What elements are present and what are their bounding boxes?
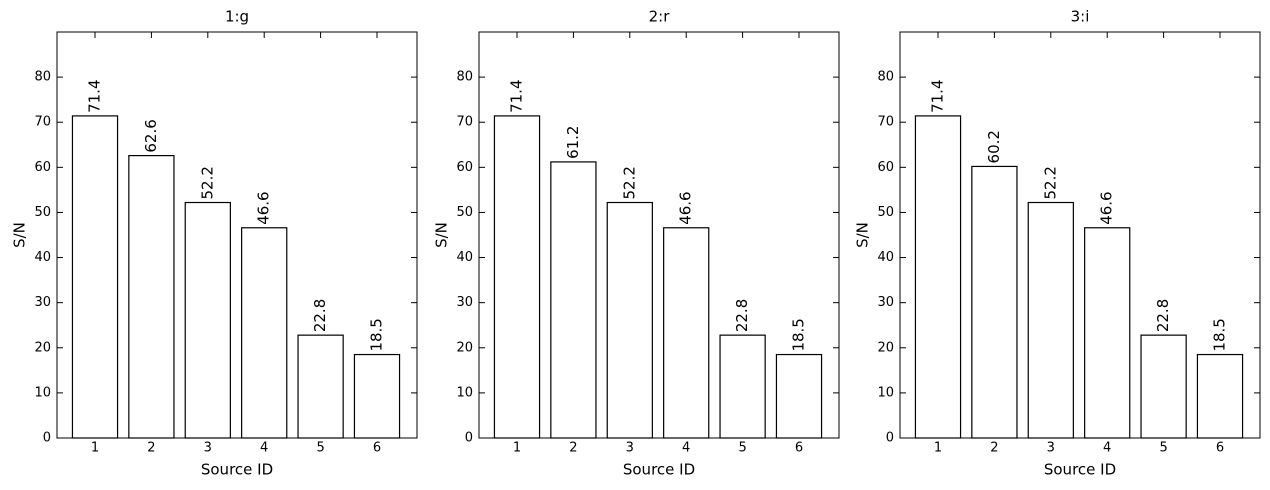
- y-tick-label: 80: [456, 70, 473, 85]
- y-axis-label: S/N: [854, 222, 872, 248]
- value-label: 46.6: [255, 191, 273, 224]
- y-tick-label: 40: [456, 250, 473, 265]
- value-label: 22.8: [733, 299, 751, 332]
- axes-frame: [478, 31, 840, 439]
- bar: [1027, 201, 1074, 439]
- x-tick-label: 5: [738, 441, 746, 456]
- value-label: 71.4: [86, 80, 104, 113]
- x-tick-label: 4: [682, 441, 690, 456]
- value-label: 46.6: [677, 191, 695, 224]
- x-tick-label: 5: [316, 441, 324, 456]
- y-tick-label: 0: [43, 431, 51, 446]
- y-tick-label: 60: [34, 160, 51, 175]
- value-label: 22.8: [311, 299, 329, 332]
- x-tick-label: 2: [569, 441, 577, 456]
- y-tick-label: 50: [34, 205, 51, 220]
- x-tick-label: 2: [147, 441, 155, 456]
- y-axis-label: S/N: [11, 222, 29, 248]
- y-axis-label: S/N: [433, 222, 451, 248]
- y-tick-label: 70: [34, 115, 51, 130]
- x-axis-label: Source ID: [201, 461, 273, 479]
- y-tick-label: 0: [886, 431, 894, 446]
- y-tick-label: 80: [877, 70, 894, 85]
- y-tick-label: 10: [877, 385, 894, 400]
- value-label: 18.5: [368, 318, 386, 351]
- bar: [297, 334, 344, 439]
- y-tick-label: 80: [34, 70, 51, 85]
- bar: [719, 334, 766, 439]
- bar: [1084, 227, 1131, 439]
- bar: [550, 161, 597, 439]
- x-tick-label: 1: [513, 441, 521, 456]
- bar: [353, 353, 401, 439]
- y-tick-label: 70: [456, 115, 473, 130]
- y-tick-label: 20: [34, 340, 51, 355]
- x-tick-label: 6: [1216, 441, 1224, 456]
- y-tick-label: 50: [877, 205, 894, 220]
- bar: [775, 353, 823, 439]
- x-tick-label: 3: [626, 441, 634, 456]
- value-label: 18.5: [790, 318, 808, 351]
- x-tick-label: 1: [934, 441, 942, 456]
- value-label: 18.5: [1211, 318, 1229, 351]
- bar: [184, 201, 231, 439]
- value-label: 22.8: [1154, 299, 1172, 332]
- x-tick-label: 2: [990, 441, 998, 456]
- bar: [241, 227, 288, 439]
- bar: [1196, 353, 1244, 439]
- x-tick-label: 3: [204, 441, 212, 456]
- y-tick-label: 40: [877, 250, 894, 265]
- chart-title: 1:g: [225, 8, 249, 26]
- bar: [128, 155, 175, 439]
- y-tick-label: 20: [456, 340, 473, 355]
- x-axis-label: Source ID: [1044, 461, 1116, 479]
- value-label: 52.2: [198, 166, 216, 199]
- axes-frame: [56, 31, 418, 439]
- y-tick-label: 60: [456, 160, 473, 175]
- x-tick-label: 6: [795, 441, 803, 456]
- y-tick-label: 30: [456, 295, 473, 310]
- y-tick-label: 10: [34, 385, 51, 400]
- value-label: 71.4: [508, 80, 526, 113]
- x-tick-label: 3: [1047, 441, 1055, 456]
- y-tick-label: 70: [877, 115, 894, 130]
- value-label: 71.4: [929, 80, 947, 113]
- x-tick-label: 4: [1103, 441, 1111, 456]
- x-axis-label: Source ID: [623, 461, 695, 479]
- value-label: 61.2: [564, 126, 582, 159]
- y-tick-label: 30: [877, 295, 894, 310]
- value-label: 46.6: [1098, 191, 1116, 224]
- value-label: 60.2: [985, 130, 1003, 163]
- bar: [71, 115, 119, 439]
- value-label: 62.6: [142, 119, 160, 152]
- axes-frame: [899, 31, 1261, 439]
- bar: [971, 165, 1018, 439]
- bar: [914, 115, 962, 439]
- x-tick-label: 5: [1159, 441, 1167, 456]
- bar: [606, 201, 653, 439]
- bar: [663, 227, 710, 439]
- y-tick-label: 50: [456, 205, 473, 220]
- value-label: 52.2: [620, 166, 638, 199]
- y-tick-label: 40: [34, 250, 51, 265]
- chart-title: 3:i: [1071, 8, 1090, 26]
- x-tick-label: 1: [91, 441, 99, 456]
- bar: [1140, 334, 1187, 439]
- y-tick-label: 30: [34, 295, 51, 310]
- y-tick-label: 20: [877, 340, 894, 355]
- bar: [493, 115, 541, 439]
- y-tick-label: 60: [877, 160, 894, 175]
- chart-title: 2:r: [649, 8, 671, 26]
- x-tick-label: 6: [373, 441, 381, 456]
- x-tick-label: 4: [260, 441, 268, 456]
- value-label: 52.2: [1041, 166, 1059, 199]
- y-tick-label: 10: [456, 385, 473, 400]
- y-tick-label: 0: [465, 431, 473, 446]
